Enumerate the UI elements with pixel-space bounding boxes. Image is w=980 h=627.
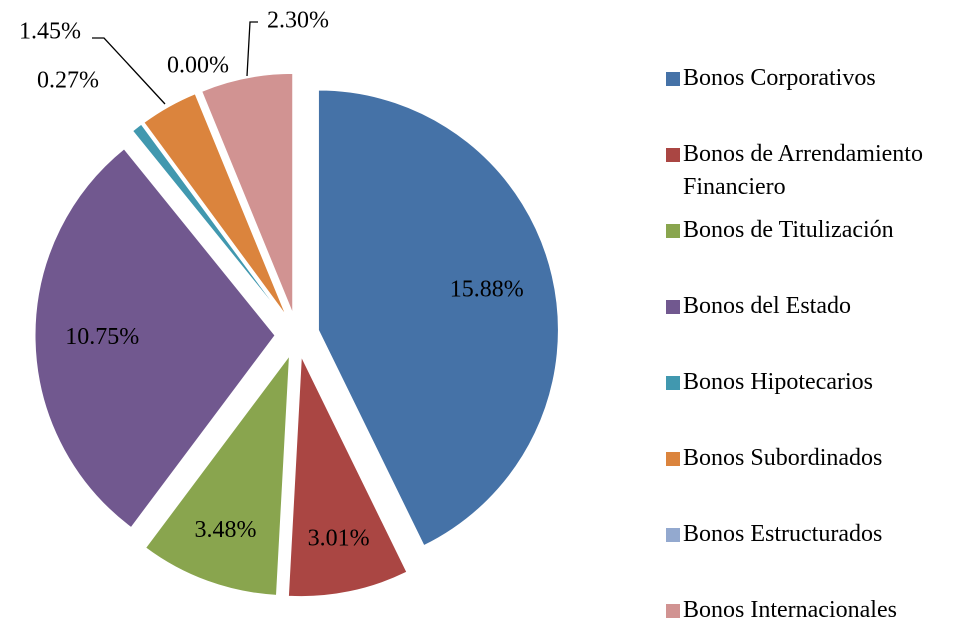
data-label: 0.00% [167, 53, 229, 79]
legend-item: Bonos de Arrendamiento Financiero [666, 138, 977, 204]
legend-label: Bonos de Arrendamiento Financiero [683, 141, 923, 200]
legend-swatch [666, 528, 680, 542]
data-label: 3.48% [195, 517, 257, 543]
legend-item: Bonos Internacionales [666, 594, 977, 627]
legend-item: Bonos Hipotecarios [666, 366, 977, 399]
legend-item: Bonos Corporativos [666, 62, 977, 95]
chart: 15.88% 3.01% 3.48% 10.75% 0.27% 1.45% 0.00% 2.3… [19, 8, 559, 598]
legend-label: Bonos del Estado [683, 293, 851, 319]
legend-swatch [666, 604, 680, 618]
legend-label: Bonos Corporativos [683, 65, 876, 91]
legend-swatch [666, 376, 680, 390]
legend-swatch [666, 148, 680, 162]
data-label: 2.30% [267, 8, 329, 34]
legend-swatch [666, 300, 680, 314]
data-label: 10.75% [65, 324, 139, 350]
legend-label: Bonos Subordinados [683, 445, 883, 471]
legend-label: Bonos Internacionales [683, 597, 897, 623]
legend-item: Bonos Estructurados [666, 518, 977, 551]
legend-item: Bonos de Titulización [666, 214, 977, 247]
data-label: 3.01% [308, 526, 370, 552]
legend-swatch [666, 224, 680, 238]
pie-slice [287, 354, 408, 598]
data-label: 1.45% [19, 19, 81, 45]
leader-line [246, 21, 258, 77]
pie-slice [317, 89, 559, 547]
legend-item: Bonos Subordinados [666, 442, 977, 475]
pie-slice [143, 93, 287, 317]
legend-swatch [666, 452, 680, 466]
data-label: 0.27% [37, 68, 99, 94]
pie-slice [201, 72, 294, 314]
pie-slice [144, 354, 291, 596]
leader-line [92, 37, 166, 105]
legend-label: Bonos de Titulización [683, 217, 894, 243]
legend-label: Bonos Hipotecarios [683, 369, 873, 395]
data-label: 15.88% [450, 277, 524, 303]
legend-label: Bonos Estructurados [683, 521, 883, 547]
pie-slice [34, 148, 276, 529]
legend-swatch [666, 72, 680, 86]
pie-slice [131, 123, 284, 318]
legend-item: Bonos del Estado [666, 290, 977, 323]
